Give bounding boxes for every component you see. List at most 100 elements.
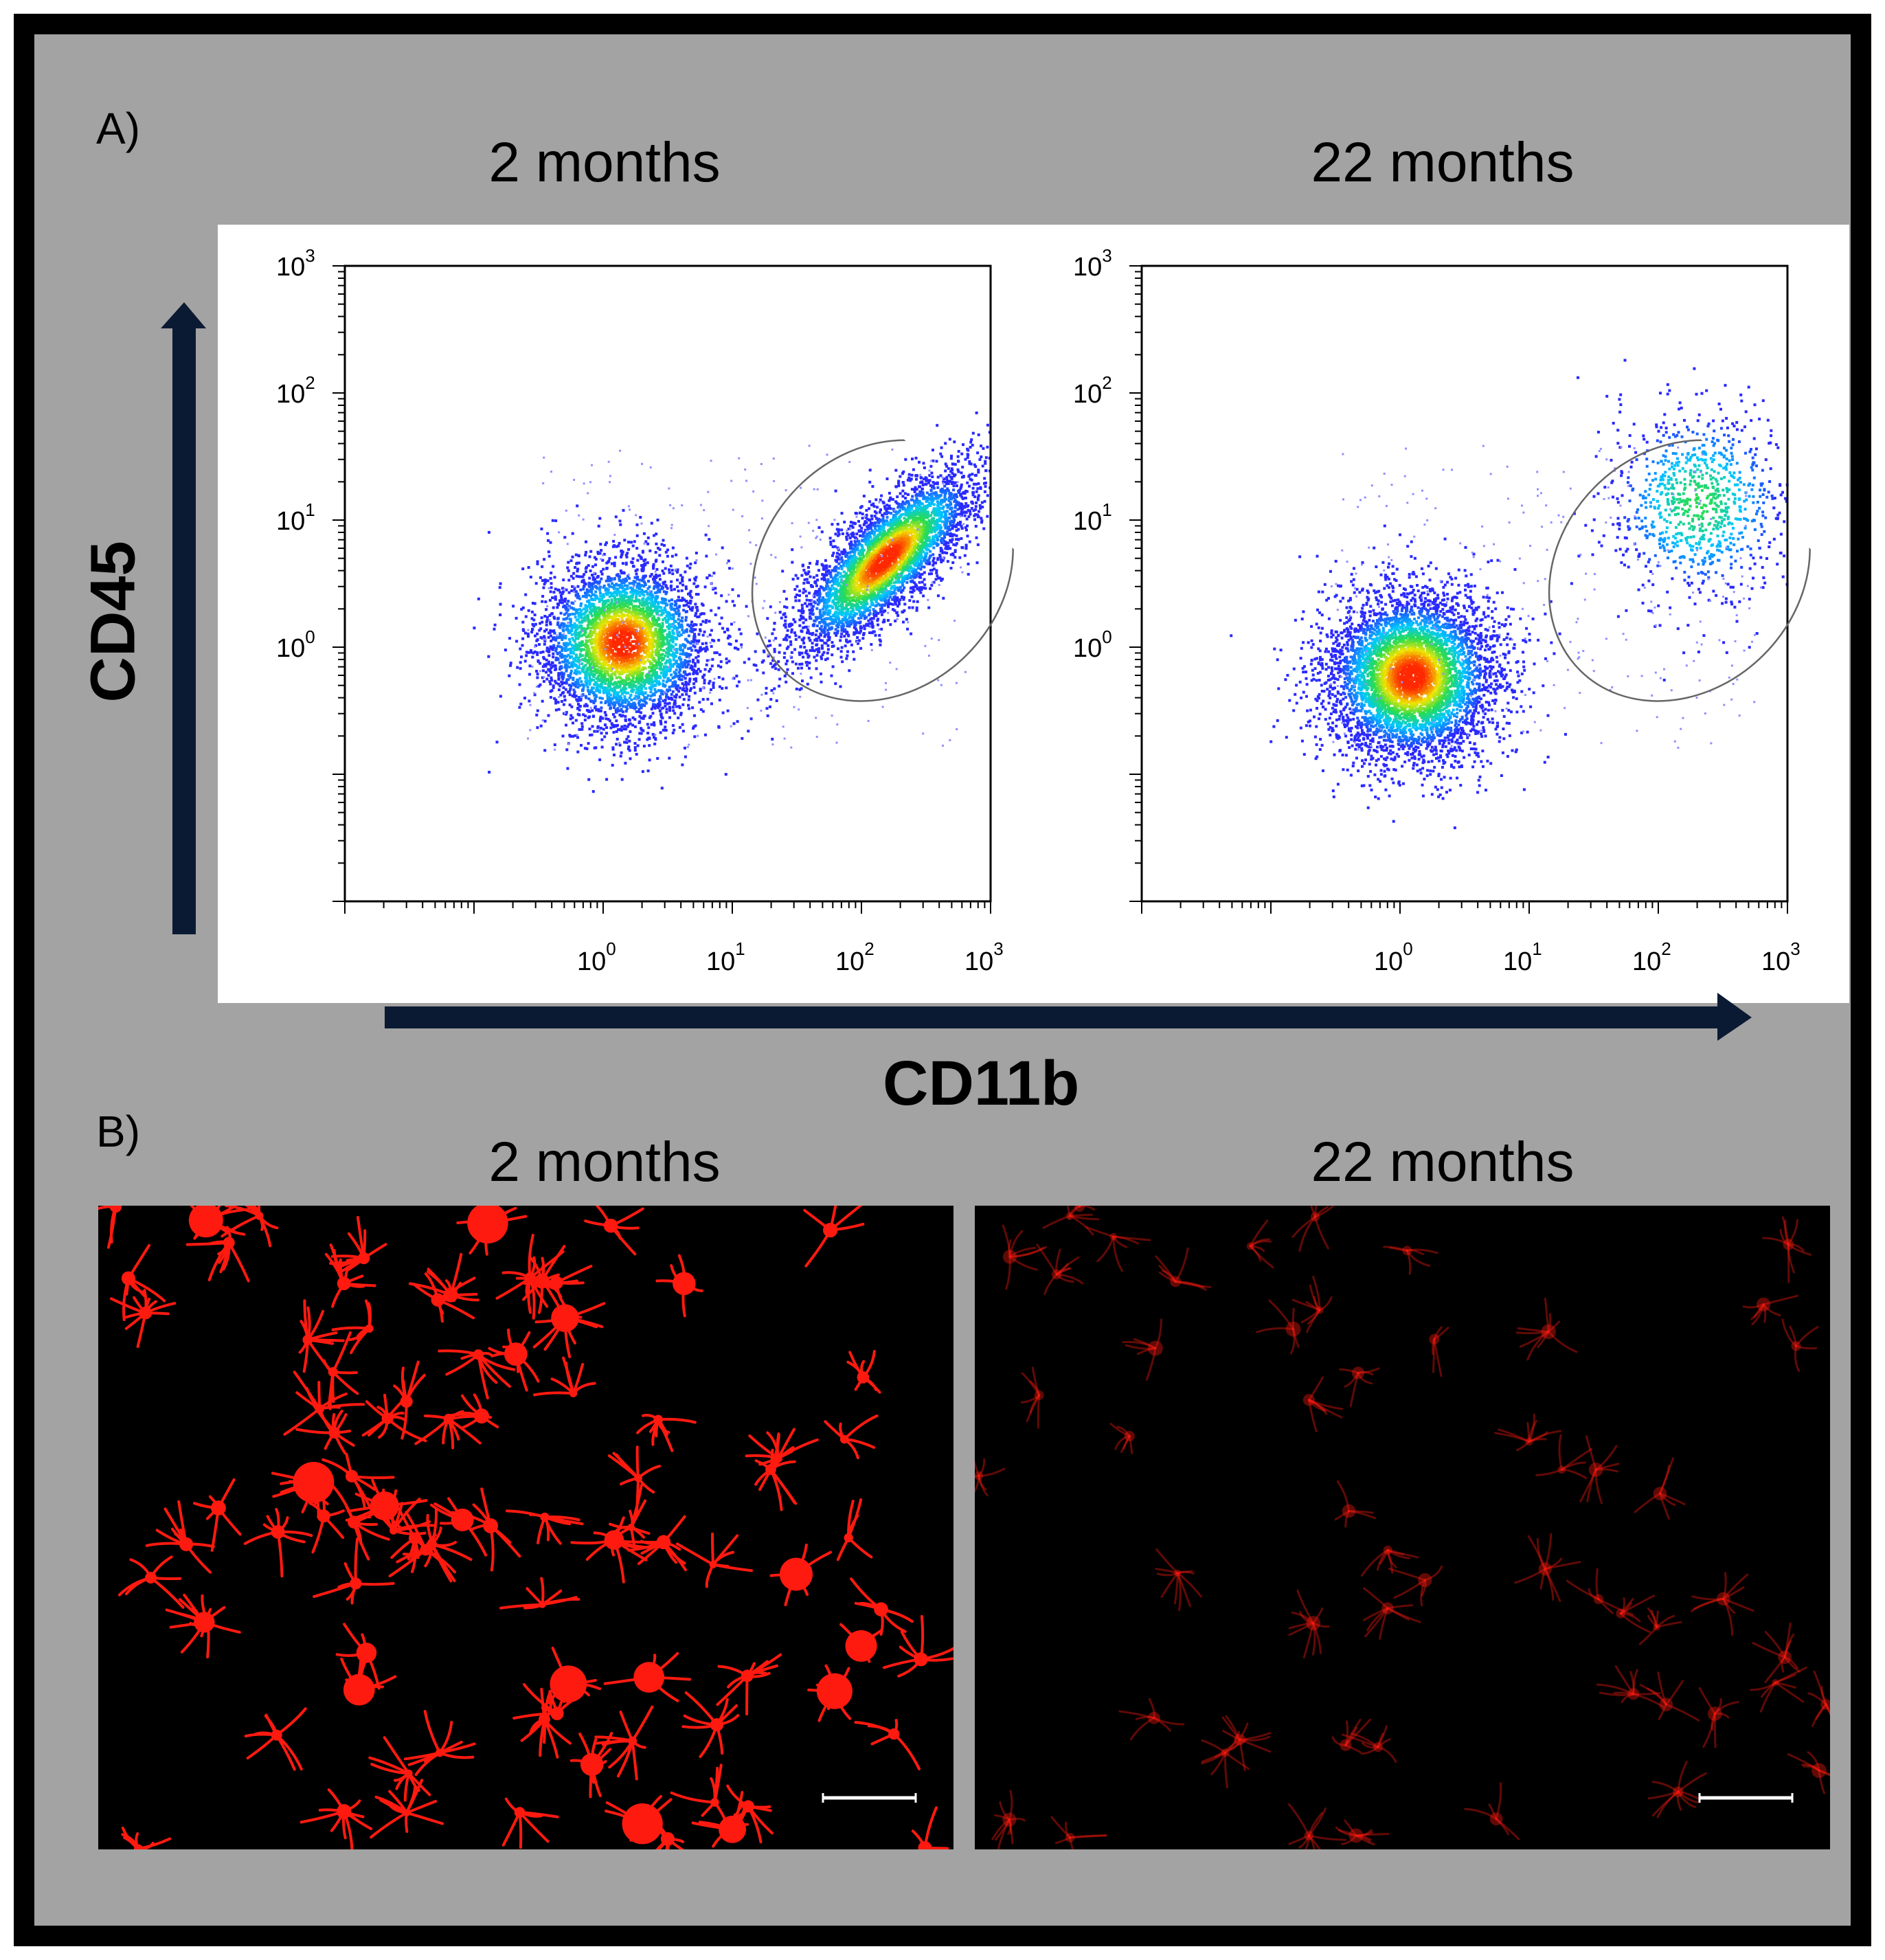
scatter-point: [616, 668, 619, 672]
scatter-point: [576, 611, 580, 615]
scatter-point: [587, 564, 590, 567]
scatter-point: [563, 642, 565, 646]
scatter-point: [535, 670, 539, 673]
scatter-point: [684, 587, 688, 590]
scatter-point: [666, 633, 669, 637]
scatter-point: [923, 466, 926, 469]
scatter-point: [578, 626, 581, 629]
scatter-point: [628, 749, 631, 752]
scatter-point: [632, 644, 635, 648]
scatter-point: [637, 701, 640, 705]
scatter-point: [585, 668, 589, 671]
scatter-point: [597, 677, 600, 681]
scatter-point: [589, 550, 593, 553]
scatter-point: [640, 630, 643, 633]
scatter-point: [565, 646, 568, 649]
scatter-point: [617, 604, 620, 607]
scatter-point: [585, 550, 587, 554]
scatter-point: [658, 632, 662, 635]
scatter-point: [608, 658, 611, 662]
scatter-point: [569, 734, 572, 738]
scatter-point: [589, 666, 592, 670]
scatter-point: [660, 587, 664, 590]
scatter-point: [805, 578, 809, 581]
scatter-point: [666, 652, 670, 655]
scatter-point: [649, 690, 653, 694]
scatter-point: [499, 602, 502, 606]
scatter-point: [659, 695, 662, 698]
scatter-point: [520, 607, 523, 611]
scatter-point: [693, 664, 697, 668]
scatter-point: [557, 672, 561, 675]
scatter-point: [622, 647, 626, 651]
scatter-point: [685, 603, 688, 607]
scatter-point: [615, 545, 618, 548]
scatter-point: [586, 661, 589, 664]
scatter-point: [571, 695, 574, 697]
scatter-point: [721, 687, 724, 690]
scatter-point: [633, 618, 636, 621]
scatter-point: [585, 682, 588, 685]
scatter-point: [637, 721, 641, 724]
scatter-point: [556, 616, 560, 620]
scatter-point: [720, 594, 723, 598]
scatter-point: [627, 598, 631, 601]
scatter-point: [708, 679, 712, 683]
scatter-point: [791, 578, 795, 581]
scatter-point: [563, 699, 567, 702]
scatter-point: [645, 631, 648, 634]
scatter-point: [666, 677, 670, 680]
scatter-point: [607, 655, 610, 658]
scatter-point: [612, 730, 616, 734]
scatter-point: [643, 629, 646, 632]
scatter-point: [688, 624, 691, 628]
scatter-point: [682, 698, 686, 701]
scatter-point: [551, 662, 554, 665]
scatter-point: [660, 787, 664, 790]
scatter-point: [629, 586, 632, 589]
scatter-point: [627, 655, 631, 658]
scatter-point: [922, 497, 925, 501]
scatter-point: [701, 604, 705, 607]
scatter-point: [557, 708, 561, 711]
scatter-point: [594, 670, 598, 673]
scatter-point: [590, 638, 594, 641]
scatter-point: [732, 677, 736, 680]
scatter-point: [631, 687, 634, 690]
scatter-point: [559, 624, 563, 627]
scatter-point: [641, 579, 644, 583]
scatter-point: [561, 601, 564, 605]
scatter-point: [641, 649, 644, 651]
scatter-point: [644, 540, 648, 543]
scatter-point: [616, 613, 620, 617]
scatter-point: [576, 504, 579, 508]
scatter-point: [693, 714, 696, 717]
scatter-point: [549, 629, 552, 632]
scatter-point: [635, 691, 638, 695]
scatter-point: [613, 653, 617, 657]
scatter-point: [624, 587, 627, 591]
scatter-point: [585, 704, 589, 708]
scatter-point: [593, 746, 596, 750]
scatter-point: [607, 703, 611, 707]
scatter-point: [566, 767, 569, 770]
scatter-point: [692, 635, 696, 638]
scatter-point: [654, 623, 657, 627]
scatter-point: [566, 629, 569, 632]
scatter-point: [524, 615, 528, 618]
scatter-point: [554, 649, 558, 653]
scatter-point: [652, 565, 655, 568]
scatter-point: [624, 687, 628, 690]
scatter-point: [677, 612, 681, 616]
scatter-point: [635, 622, 639, 625]
scatter-point: [640, 728, 644, 732]
scatter-point: [701, 698, 705, 701]
scatter-point: [664, 617, 667, 620]
scatter-point: [659, 671, 663, 675]
scatter-point: [843, 587, 846, 591]
scatter-point: [595, 681, 598, 684]
scatter-point: [693, 735, 697, 739]
scatter-point: [593, 663, 596, 666]
scatter-point: [611, 697, 614, 700]
scatter-point: [672, 615, 675, 618]
